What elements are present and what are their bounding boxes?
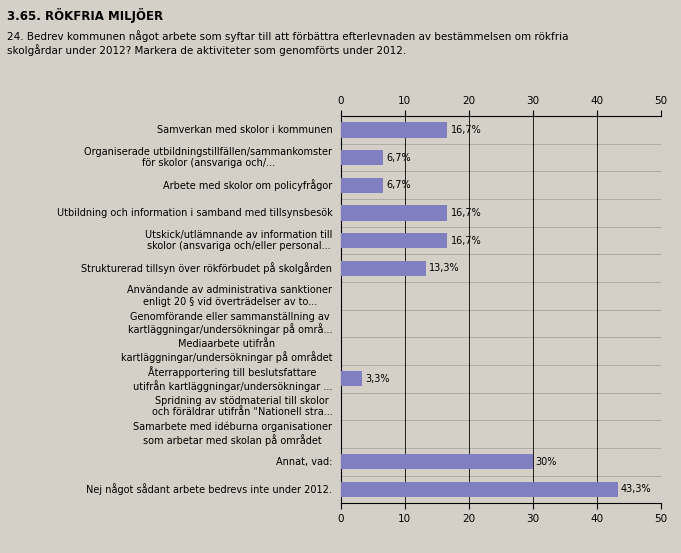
Text: 43,3%: 43,3% [621,484,652,494]
Text: Utbildning och information i samband med tillsynsbesök: Utbildning och information i samband med… [57,208,332,218]
Text: Arbete med skolor om policyfrågor: Arbete med skolor om policyfrågor [163,179,332,191]
Text: Mediaarbete utifrån
kartläggningar/undersökningar på området: Mediaarbete utifrån kartläggningar/under… [121,339,332,363]
Bar [340,150,383,165]
Text: 6,7%: 6,7% [387,153,411,163]
Bar [340,178,383,193]
Text: Strukturerad tillsyn över rökförbudet på skolgården: Strukturerad tillsyn över rökförbudet på… [81,262,332,274]
Bar [340,205,447,221]
Text: Användande av administrativa sanktioner
enligt 20 § vid överträdelser av to...: Användande av administrativa sanktioner … [127,285,332,307]
Text: 6,7%: 6,7% [387,180,411,190]
Text: Annat, vad:: Annat, vad: [276,457,332,467]
Text: Genomförande eller sammanställning av
kartläggningar/undersökningar på områ...: Genomförande eller sammanställning av ka… [128,311,332,336]
Bar [340,454,533,469]
Text: 30%: 30% [536,457,557,467]
Text: 3,3%: 3,3% [365,374,390,384]
Bar [340,233,447,248]
Text: Samarbete med idéburna organisationer
som arbetar med skolan på området: Samarbete med idéburna organisationer so… [133,422,332,446]
Bar [340,260,426,276]
Text: Nej något sådant arbete bedrevs inte under 2012.: Nej något sådant arbete bedrevs inte und… [86,483,332,495]
Text: 16,7%: 16,7% [451,236,481,246]
Text: 16,7%: 16,7% [451,208,481,218]
Text: Återrapportering till beslutsfattare
utifrån kartläggningar/undersökningar ...: Återrapportering till beslutsfattare uti… [133,366,332,392]
Text: Organiserade utbildningstillfällen/sammankomster
för skolor (ansvariga och/...: Organiserade utbildningstillfällen/samma… [84,147,332,169]
Text: 24. Bedrev kommunen något arbete som syftar till att förbättra efterlevnaden av : 24. Bedrev kommunen något arbete som syf… [7,30,569,56]
Bar [340,122,447,138]
Bar [340,482,618,497]
Bar [340,371,362,387]
Text: 13,3%: 13,3% [429,263,460,273]
Text: Utskick/utlämnande av information till
skolor (ansvariga och/eller personal...: Utskick/utlämnande av information till s… [145,229,332,252]
Text: Samverkan med skolor i kommunen: Samverkan med skolor i kommunen [157,125,332,135]
Text: 16,7%: 16,7% [451,125,481,135]
Text: Spridning av stödmaterial till skolor
och föräldrar utifrån "Nationell stra...: Spridning av stödmaterial till skolor oc… [152,395,332,418]
Text: 3.65. RÖKFRIA MILJÖER: 3.65. RÖKFRIA MILJÖER [7,8,163,23]
